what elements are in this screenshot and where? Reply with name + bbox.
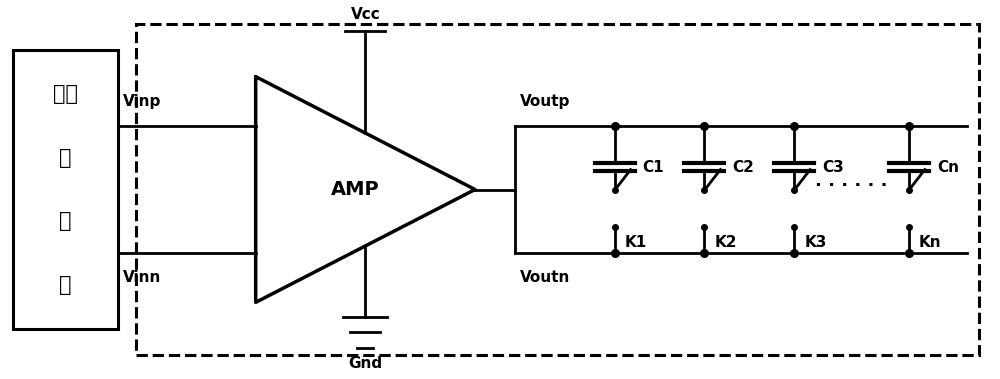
Text: C1: C1	[643, 160, 664, 175]
Text: K3: K3	[804, 235, 827, 251]
Text: Cn: Cn	[937, 160, 959, 175]
Text: C3: C3	[822, 160, 844, 175]
Text: C2: C2	[732, 160, 754, 175]
Text: 大: 大	[59, 211, 71, 232]
Text: Voutn: Voutn	[520, 270, 570, 285]
Text: 器: 器	[59, 276, 71, 296]
Text: Gnd: Gnd	[348, 356, 382, 371]
Text: Voutp: Voutp	[520, 94, 570, 109]
Text: · · · · · ·: · · · · · ·	[815, 177, 888, 195]
Text: Vcc: Vcc	[351, 7, 380, 22]
Text: 前置: 前置	[53, 83, 78, 103]
Text: Vinp: Vinp	[123, 94, 161, 109]
Text: AMP: AMP	[331, 180, 380, 199]
Text: K2: K2	[714, 235, 737, 251]
Text: Vinn: Vinn	[123, 270, 161, 285]
Text: Kn: Kn	[919, 235, 941, 251]
Text: K1: K1	[625, 235, 647, 251]
Text: 放: 放	[59, 147, 71, 168]
